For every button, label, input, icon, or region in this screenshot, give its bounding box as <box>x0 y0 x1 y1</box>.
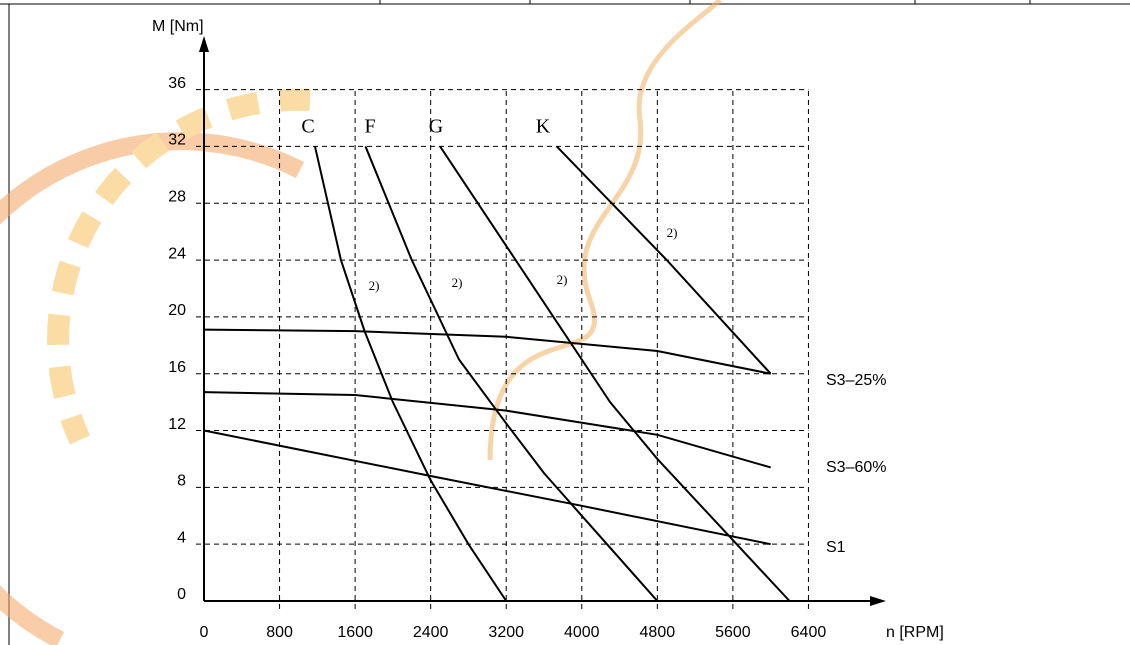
annotation: 2) <box>667 225 678 240</box>
annotation: 2) <box>452 275 463 290</box>
y-tick-label: 8 <box>177 473 186 490</box>
x-tick-label: 4800 <box>640 624 676 641</box>
y-tick-label: 32 <box>168 132 186 149</box>
annotation: 2) <box>369 278 380 293</box>
curve <box>203 328 771 375</box>
x-tick-label: 2400 <box>413 624 449 641</box>
series-label: F <box>364 116 375 138</box>
x-tick-label: 0 <box>200 624 209 641</box>
y-tick-label: 36 <box>168 75 186 92</box>
series-label: S3–60% <box>826 459 887 476</box>
watermark-arc <box>0 132 305 645</box>
watermark <box>0 0 722 645</box>
y-tick-label: 16 <box>168 359 186 376</box>
x-tick-label: 1600 <box>337 624 373 641</box>
annotation: 2) <box>557 272 568 287</box>
curve <box>364 146 659 602</box>
series-label: S1 <box>826 539 846 556</box>
watermark-line <box>487 0 722 461</box>
x-tick-label: 6400 <box>791 624 827 641</box>
y-tick-label: 20 <box>168 302 186 319</box>
series-label: S3–25% <box>826 372 887 389</box>
x-tick-label: 4000 <box>564 624 600 641</box>
y-axis-label: M [Nm] <box>152 18 204 35</box>
watermark-arc <box>47 88 311 445</box>
x-axis-arrow <box>870 596 886 606</box>
x-tick-label: 5600 <box>715 624 751 641</box>
series-label: C <box>301 116 314 138</box>
curve <box>313 146 508 602</box>
x-tick-label: 800 <box>266 624 293 641</box>
curve <box>203 391 771 469</box>
x-axis-label: n [RPM] <box>886 624 944 641</box>
y-tick-label: 12 <box>168 416 186 433</box>
curve <box>203 429 771 546</box>
x-tick-label: 3200 <box>488 624 524 641</box>
y-tick-label: 4 <box>177 529 186 546</box>
curve <box>439 145 791 602</box>
y-tick-label: 24 <box>168 245 186 262</box>
curve <box>556 145 772 375</box>
series-label: G <box>429 116 443 138</box>
y-tick-label: 0 <box>177 586 186 603</box>
y-axis-arrow <box>199 36 209 52</box>
y-tick-label: 28 <box>168 188 186 205</box>
series-label: K <box>536 116 551 138</box>
